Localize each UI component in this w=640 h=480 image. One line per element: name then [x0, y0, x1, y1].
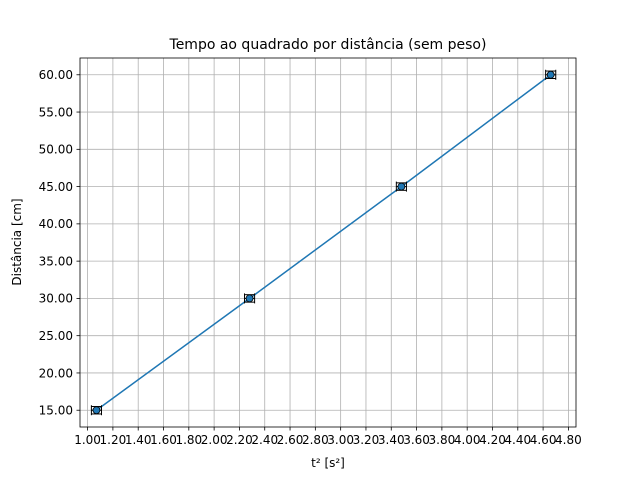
y-tick-label: 55.00 — [39, 105, 73, 119]
x-tick-label: 2.40 — [251, 433, 278, 447]
y-tick-label: 40.00 — [39, 217, 73, 231]
y-axis-label: Distância [cm] — [10, 198, 24, 285]
x-tick-label: 3.00 — [327, 433, 354, 447]
x-tick-label: 1.80 — [175, 433, 202, 447]
x-tick-label: 2.60 — [277, 433, 304, 447]
x-tick-label: 4.40 — [504, 433, 531, 447]
y-tick-label: 45.00 — [39, 180, 73, 194]
x-tick-label: 3.80 — [429, 433, 456, 447]
y-tick-label: 35.00 — [39, 254, 73, 268]
x-tick-label: 4.20 — [479, 433, 506, 447]
plot-frame — [79, 57, 577, 428]
x-axis-ticks: 1.001.201.401.601.802.002.202.402.602.80… — [74, 427, 582, 447]
y-axis-ticks: 15.00 20.00 25.00 30.00 35.00 40.00 45.00 50.00… — [39, 68, 80, 418]
x-tick-label: 1.60 — [150, 433, 177, 447]
data-point — [545, 69, 557, 80]
y-tick-label: 30.00 — [39, 292, 73, 306]
y-tick-label: 15.00 — [39, 404, 73, 418]
series-layer — [90, 69, 557, 416]
x-tick-label: 3.60 — [403, 433, 430, 447]
series-line — [96, 74, 552, 411]
point-marker — [546, 70, 555, 79]
x-tick-label: 3.20 — [353, 433, 380, 447]
y-tick-label: 60.00 — [39, 68, 73, 82]
x-tick-label: 1.00 — [74, 433, 101, 447]
grid — [80, 58, 576, 427]
x-tick-label: 4.60 — [530, 433, 557, 447]
x-tick-label: 1.20 — [100, 433, 127, 447]
data-point — [243, 293, 256, 304]
data-point — [395, 181, 407, 192]
x-tick-label: 4.80 — [555, 433, 582, 447]
x-tick-label: 1.40 — [125, 433, 152, 447]
y-tick-label: 20.00 — [39, 366, 73, 380]
x-axis-label: t² [s²] — [311, 456, 345, 470]
point-marker — [245, 294, 254, 303]
x-tick-label: 3.40 — [378, 433, 405, 447]
x-tick-label: 2.20 — [226, 433, 253, 447]
chart-title: Tempo ao quadrado por distância (sem pes… — [169, 37, 487, 53]
y-tick-label: 25.00 — [39, 329, 73, 343]
data-point — [90, 405, 103, 416]
point-marker — [92, 406, 101, 415]
x-tick-label: 2.80 — [302, 433, 329, 447]
y-tick-label: 50.00 — [39, 143, 73, 157]
x-tick-label: 4.00 — [454, 433, 481, 447]
point-marker — [397, 182, 406, 191]
x-tick-label: 2.00 — [201, 433, 228, 447]
